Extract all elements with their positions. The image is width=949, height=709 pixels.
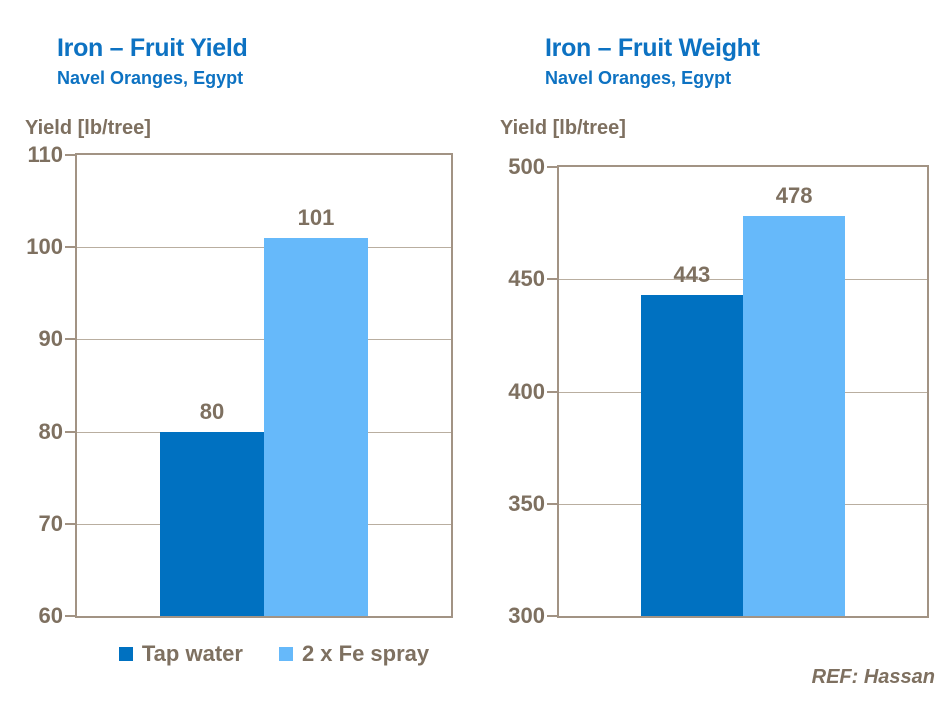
y-tick-label: 450 (508, 266, 545, 292)
y-axis-tick (65, 154, 75, 156)
bar-value-label: 443 (673, 261, 711, 287)
y-axis-tick (547, 278, 557, 281)
y-axis-tick (547, 615, 557, 617)
y-axis-tick (65, 615, 75, 617)
y-tick-label: 90 (38, 326, 63, 352)
y-axis-label: Yield [lb/tree] (500, 117, 626, 139)
y-tick-label: 400 (508, 378, 545, 404)
y-axis-tick (547, 390, 557, 393)
y-axis-label: Yield [lb/tree] (25, 117, 151, 139)
bar-2-x-fe-spray (264, 237, 368, 616)
legend-item-tap-water: Tap water (118, 641, 243, 667)
plot-area: 60 70 80 90 100 110 80 101 (26, 142, 453, 628)
y-tick-label: 300 (508, 603, 545, 628)
bar-2-x-fe-spray (743, 216, 846, 616)
bar-value-label: 101 (297, 204, 335, 230)
legend: Tap water 2 x Fe spray (85, 641, 463, 667)
y-axis-tick (65, 522, 75, 525)
bar-tap-water (160, 431, 264, 616)
y-tick-label: 500 (508, 154, 545, 179)
y-tick-label: 350 (508, 490, 545, 516)
y-tick-label: 70 (38, 510, 63, 536)
y-tick-label: 80 (38, 418, 63, 444)
bar-tap-water (640, 294, 743, 616)
plot-area: 300 350 400 450 500 443 478 (508, 154, 929, 628)
chart-fruit-yield: Iron – Fruit Yield Navel Oranges, Egypt … (25, 34, 463, 667)
chart-fruit-weight: Iron – Fruit Weight Navel Oranges, Egypt… (488, 0, 949, 709)
y-axis-tick (65, 338, 75, 341)
y-tick-label: 60 (38, 603, 63, 628)
reference-text: REF: Hassan (811, 666, 935, 688)
chart-title: Iron – Fruit Yield (57, 34, 248, 62)
chart-title: Iron – Fruit Weight (545, 34, 760, 62)
y-axis-tick (65, 246, 75, 249)
chart-subtitle: Navel Oranges, Egypt (57, 68, 244, 88)
legend-item-2-x-fe-spray: 2 x Fe spray (278, 641, 430, 667)
bar-value-label: 80 (199, 398, 225, 424)
y-axis-tick (547, 502, 557, 505)
y-axis-tick (65, 430, 75, 433)
bar-value-label: 478 (775, 183, 813, 209)
y-axis-tick (547, 166, 557, 168)
legend-swatch-icon (118, 647, 133, 661)
chart-subtitle: Navel Oranges, Egypt (545, 68, 732, 88)
y-tick-label: 110 (27, 142, 64, 167)
legend-label: 2 x Fe spray (301, 641, 430, 666)
y-tick-label: 100 (26, 234, 63, 260)
legend-label: Tap water (141, 641, 243, 666)
legend-swatch-icon (278, 647, 293, 661)
